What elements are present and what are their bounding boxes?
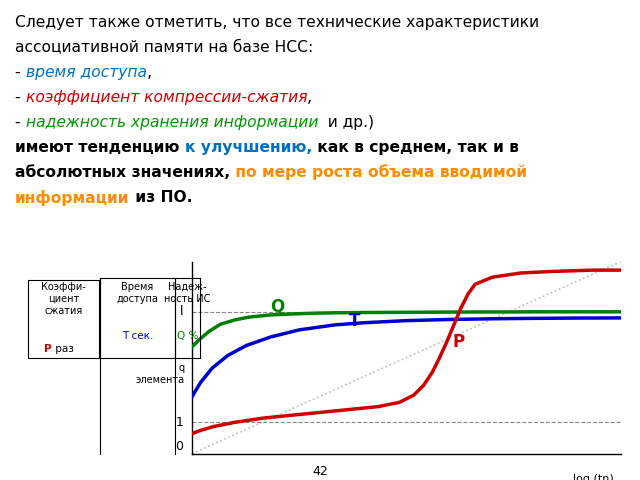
- Text: -: -: [15, 90, 26, 105]
- Text: ассоциативной памяти на базе НСС:: ассоциативной памяти на базе НСС:: [15, 40, 313, 55]
- Text: 0: 0: [175, 440, 184, 453]
- Text: имеют тенденцию: имеют тенденцию: [15, 140, 185, 155]
- Text: абсолютных значениях,: абсолютных значениях,: [15, 165, 230, 180]
- Text: Коэффи-
циент
сжатия: Коэффи- циент сжатия: [41, 282, 86, 316]
- Text: по мере роста объема вводимой: по мере роста объема вводимой: [230, 165, 527, 180]
- Text: к улучшению,: к улучшению,: [185, 140, 312, 155]
- Text: log (tn): log (tn): [573, 473, 614, 480]
- Text: из ПО.: из ПО.: [129, 190, 192, 204]
- Text: P: P: [44, 344, 51, 354]
- Text: информации: информации: [15, 190, 129, 206]
- Text: q
элемента: q элемента: [136, 363, 185, 385]
- Text: раз: раз: [52, 344, 74, 354]
- Text: Q %: Q %: [177, 331, 198, 341]
- Text: Т сек.: Т сек.: [122, 331, 153, 341]
- Bar: [28, 280, 99, 358]
- Text: Надеж-
ность ИС: Надеж- ность ИС: [164, 282, 211, 304]
- Text: ,: ,: [307, 90, 312, 105]
- Text: Время
доступа: Время доступа: [116, 282, 159, 304]
- Text: -: -: [15, 115, 26, 130]
- Text: надежность хранения информации: надежность хранения информации: [26, 115, 318, 130]
- Text: Q: Q: [271, 298, 285, 316]
- Text: время доступа: время доступа: [26, 65, 147, 80]
- Text: Следует также отметить, что все технические характеристики: Следует также отметить, что все техничес…: [15, 15, 539, 30]
- Text: 42: 42: [312, 465, 328, 478]
- Text: и др.): и др.): [318, 115, 374, 130]
- Text: P: P: [452, 333, 464, 351]
- Text: как в среднем, так и в: как в среднем, так и в: [312, 140, 519, 155]
- Text: коэффициент компрессии-сжатия: коэффициент компрессии-сжатия: [26, 90, 307, 105]
- Text: 1: 1: [175, 416, 184, 429]
- Text: -: -: [15, 65, 26, 80]
- Text: T: T: [349, 312, 360, 330]
- Text: ,: ,: [147, 65, 152, 80]
- Text: l: l: [180, 305, 184, 318]
